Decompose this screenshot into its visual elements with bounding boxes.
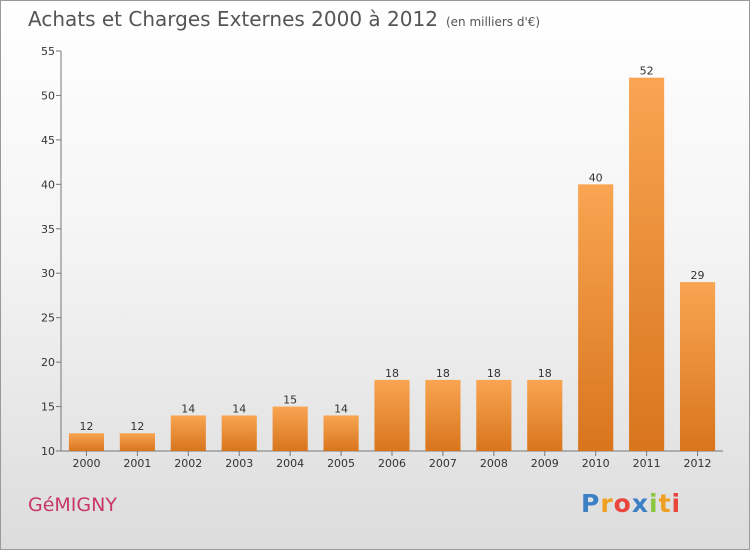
- value-label-2000: 12: [79, 420, 93, 433]
- bar-2010: [578, 184, 614, 452]
- y-tick-label: 55: [41, 45, 55, 58]
- data-labels: 12 12 14 14 15 14 18 18 18 18 40 52 29: [79, 65, 704, 434]
- x-tick-label-2000: 2000: [72, 457, 100, 470]
- chart-title-text: Achats et Charges Externes 2000 à 2012: [28, 7, 438, 31]
- y-tick-label: 20: [41, 356, 55, 369]
- bar-2001: [119, 433, 155, 451]
- bar-2007: [425, 379, 461, 451]
- axes: 10 15 20 25 30 35 40 45 50 55 2000 2001 2002 2003 2004…: [41, 45, 723, 470]
- value-label-2009: 18: [538, 367, 552, 380]
- bar-2008: [476, 379, 512, 451]
- logo-letter: i: [671, 489, 682, 518]
- x-tick-label-2011: 2011: [633, 457, 661, 470]
- x-tick-label-2007: 2007: [429, 457, 457, 470]
- y-tick-label: 25: [41, 312, 55, 325]
- chart-subtitle: (en milliers d'€): [445, 15, 541, 29]
- place-name: GéMIGNY: [28, 494, 117, 516]
- x-tick-label-2003: 2003: [225, 457, 253, 470]
- value-label-2002: 14: [181, 402, 195, 415]
- x-tick-label-2004: 2004: [276, 457, 304, 470]
- value-label-2006: 18: [385, 367, 399, 380]
- value-label-2012: 29: [691, 269, 705, 282]
- x-tick-label-2005: 2005: [327, 457, 355, 470]
- bar-2011: [629, 77, 665, 452]
- y-tick-label: 35: [41, 223, 55, 236]
- bar-2009: [527, 379, 563, 451]
- logo-letter: r: [600, 489, 614, 518]
- y-tick-label: 40: [41, 178, 55, 191]
- bars: [68, 77, 716, 452]
- bar-2012: [679, 282, 716, 451]
- y-tick-label: 45: [41, 134, 55, 147]
- value-label-2001: 12: [130, 420, 144, 433]
- logo-letter: o: [613, 489, 632, 518]
- bar-2005: [323, 415, 359, 451]
- logo-letter: i: [649, 489, 659, 518]
- x-tick-label-2012: 2012: [684, 457, 712, 470]
- y-tick-label: 15: [41, 401, 55, 414]
- logo-letter: P: [581, 489, 601, 518]
- bar-2002: [170, 415, 206, 451]
- logo-letter: x: [631, 489, 649, 518]
- bar-2003: [221, 415, 257, 451]
- x-tick-label-2010: 2010: [582, 457, 610, 470]
- x-tick-label-2009: 2009: [531, 457, 559, 470]
- logo-letter: t: [658, 489, 672, 518]
- proxiti-logo: Proxiti: [581, 489, 681, 518]
- value-label-2007: 18: [436, 367, 450, 380]
- value-label-2008: 18: [487, 367, 501, 380]
- x-tick-label-2006: 2006: [378, 457, 406, 470]
- value-label-2005: 14: [334, 402, 348, 415]
- value-label-2011: 52: [640, 65, 654, 78]
- bar-2006: [374, 379, 410, 451]
- bar-2004: [272, 406, 308, 451]
- value-label-2003: 14: [232, 402, 246, 415]
- chart-title: Achats et Charges Externes 2000 à 2012 (e…: [28, 7, 540, 31]
- bar-2000: [68, 433, 105, 451]
- value-label-2010: 40: [589, 171, 603, 184]
- value-label-2004: 15: [283, 394, 297, 407]
- x-tick-label-2002: 2002: [174, 457, 202, 470]
- x-tick-label-2008: 2008: [480, 457, 508, 470]
- y-tick-label: 10: [41, 445, 55, 458]
- y-tick-label: 50: [41, 89, 55, 102]
- y-tick-label: 30: [41, 267, 55, 280]
- x-tick-label-2001: 2001: [123, 457, 151, 470]
